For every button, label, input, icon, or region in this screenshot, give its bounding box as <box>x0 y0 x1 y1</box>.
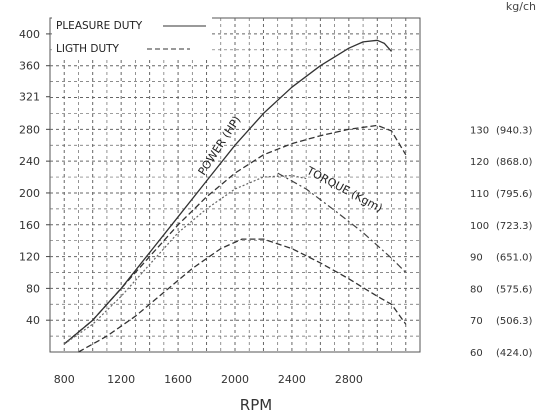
y-tick-label: 120 <box>19 251 40 264</box>
right-tick-sublabel: (506.3) <box>496 316 533 327</box>
legend-background <box>52 14 212 59</box>
torque-curve-dashdot <box>277 172 407 273</box>
y-tick-label: 160 <box>19 219 40 232</box>
right-tick-label: 60 <box>470 348 483 359</box>
right-tick-sublabel: (575.6) <box>496 284 533 295</box>
series-group <box>63 39 407 353</box>
torque-curve-dashed <box>78 238 407 353</box>
right-tick-label: 130 <box>470 125 489 136</box>
right-tick-label: 100 <box>470 221 489 232</box>
torque-curve-dotted <box>63 174 307 345</box>
x-tick-label: 1200 <box>107 373 135 386</box>
y-tick-label: 80 <box>26 282 40 295</box>
corner-label: kg/ch <box>506 0 536 13</box>
right-tick-sublabel: (651.0) <box>496 253 533 264</box>
y-tick-label: 321 <box>19 91 40 104</box>
right-tick-sublabel: (940.3) <box>496 125 533 136</box>
power-curve-dashed <box>63 124 407 345</box>
x-tick-label: 1600 <box>164 373 192 386</box>
right-tick-label: 70 <box>470 316 483 327</box>
y-tick-label: 200 <box>19 187 40 200</box>
x-tick-label: 2000 <box>221 373 249 386</box>
right-axis-ticks: 60 (424.0) 70 (506.3) 80 (575.6) 90 (651.0) 100 (… <box>470 125 533 359</box>
legend: PLEASURE DUTY LIGTH DUTY <box>52 14 212 59</box>
x-tick-label: 2400 <box>278 373 306 386</box>
right-tick-label: 120 <box>470 157 489 168</box>
x-tick-label: 800 <box>54 373 75 386</box>
right-tick-sublabel: (868.0) <box>496 157 533 168</box>
y-tick-label: 280 <box>19 123 40 136</box>
legend-label-ligth-duty: LIGTH DUTY <box>56 43 120 55</box>
right-tick-label: 90 <box>470 253 483 264</box>
x-axis-label: RPM <box>240 396 272 414</box>
right-tick-sublabel: (723.3) <box>496 221 533 232</box>
y-tick-label: 400 <box>19 28 40 41</box>
right-tick-sublabel: (424.0) <box>496 348 533 359</box>
y-tick-label: 240 <box>19 155 40 168</box>
y-tick-label: 40 <box>26 314 40 327</box>
power-curve-solid <box>63 39 392 345</box>
x-axis-ticks: 800 1200 1600 2000 2400 2800 <box>54 373 363 386</box>
x-tick-label: 2800 <box>335 373 363 386</box>
y-axis-ticks: 40 80 120 160 200 240 280 321 360 400 <box>19 28 40 327</box>
grid <box>46 17 421 353</box>
right-tick-sublabel: (795.6) <box>496 189 533 200</box>
right-tick-label: 110 <box>470 189 489 200</box>
y-tick-label: 360 <box>19 60 40 73</box>
right-tick-label: 80 <box>470 284 483 295</box>
legend-label-pleasure-duty: PLEASURE DUTY <box>56 20 143 32</box>
